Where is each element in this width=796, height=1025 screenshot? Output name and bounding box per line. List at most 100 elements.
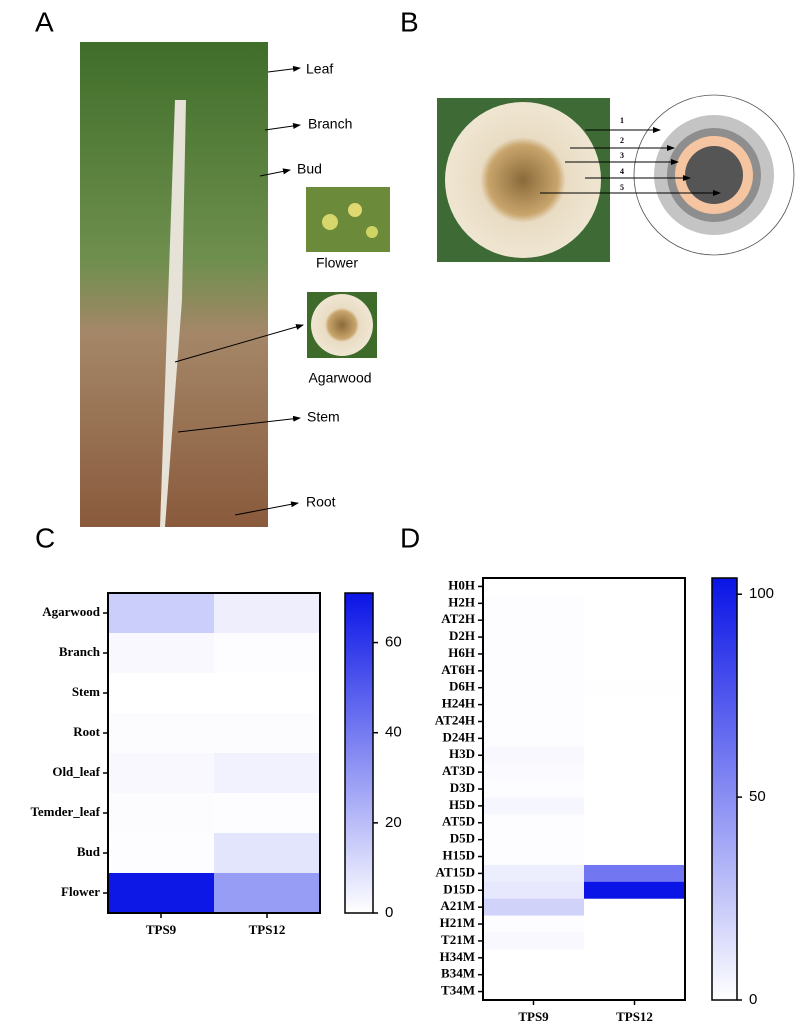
- row-label: A21M: [440, 898, 475, 913]
- heatmap-cell: [214, 793, 321, 834]
- row-label: Flower: [61, 884, 100, 899]
- row-label: H24H: [442, 696, 475, 711]
- heatmap-cell: [584, 848, 686, 865]
- row-label: H34M: [440, 949, 475, 964]
- heatmap-cell: [483, 629, 585, 646]
- heatmap-cell: [483, 865, 585, 882]
- row-label: H15D: [443, 848, 476, 863]
- column-label: TPS9: [518, 1009, 549, 1024]
- heatmap-cell: [584, 949, 686, 966]
- row-label: AT2H: [441, 611, 475, 626]
- heatmap-cell: [108, 713, 215, 754]
- row-label: Stem: [72, 684, 100, 699]
- heatmap-cell: [584, 797, 686, 814]
- row-label: H5D: [449, 797, 475, 812]
- heatmap-cell: [483, 730, 585, 747]
- column-label: TPS9: [146, 922, 177, 937]
- row-label: Bud: [77, 844, 101, 859]
- heatmap-cell: [584, 730, 686, 747]
- annotation: Flower: [316, 255, 358, 271]
- panel-label: A: [35, 6, 54, 37]
- panel-label: B: [400, 6, 419, 37]
- annotation: Stem: [307, 409, 340, 425]
- row-label: H3D: [449, 746, 475, 761]
- heatmap-cell: [483, 747, 585, 764]
- heatmap-cell: [214, 633, 321, 674]
- heatmap-cell: [214, 833, 321, 874]
- heatmap-cell: [483, 797, 585, 814]
- colorbar-tick-label: 100: [749, 585, 774, 602]
- heatmap-cell: [584, 781, 686, 798]
- colorbar-tick-label: 0: [385, 904, 393, 921]
- heatmap-cell: [108, 633, 215, 674]
- heatmap-cell: [483, 932, 585, 949]
- heatmap-cell: [483, 966, 585, 983]
- row-label: D24H: [443, 729, 476, 744]
- heatmap-cell: [584, 646, 686, 663]
- row-label: Temder_leaf: [30, 804, 100, 819]
- heatmap-cell: [483, 662, 585, 679]
- heatmap-cell: [108, 673, 215, 714]
- row-label: AT15D: [436, 864, 475, 879]
- ring-number: 4: [620, 167, 624, 176]
- row-label: H21M: [440, 915, 475, 930]
- heatmap-cell: [214, 673, 321, 714]
- row-label: D5D: [450, 831, 475, 846]
- heatmap-cell: [483, 848, 585, 865]
- colorbar-tick-label: 50: [749, 788, 766, 805]
- row-label: D6H: [449, 679, 475, 694]
- heatmap-cell: [584, 983, 686, 1000]
- row-label: Agarwood: [42, 604, 101, 619]
- heatmap-cell: [108, 593, 215, 634]
- colorbar: [345, 593, 373, 913]
- ring: [685, 146, 743, 204]
- row-label: AT3D: [442, 763, 475, 778]
- heatmap-cell: [483, 646, 585, 663]
- row-label: D3D: [450, 780, 475, 795]
- figure: ABCDLeafBranchBudFlowerAgarwoodStemRoot1…: [0, 0, 796, 1025]
- ring-number: 3: [620, 151, 624, 160]
- colorbar: [712, 578, 737, 1000]
- heatmap-cell: [483, 781, 585, 798]
- row-label: T21M: [441, 932, 475, 947]
- row-label: D2H: [449, 628, 475, 643]
- ring-number: 1: [620, 116, 624, 125]
- heatmap-cell: [584, 713, 686, 730]
- cross-section: [445, 102, 601, 258]
- heatmap-cell: [483, 814, 585, 831]
- heatmap-cell: [483, 764, 585, 781]
- annotation: Root: [306, 494, 336, 510]
- ring-number: 5: [620, 183, 624, 192]
- heatmap-cell: [483, 578, 585, 595]
- heatmap-cell: [483, 949, 585, 966]
- heatmap-cell: [483, 899, 585, 916]
- column-label: TPS12: [616, 1009, 653, 1024]
- heatmap-cell: [483, 916, 585, 933]
- heatmap-cell: [483, 882, 585, 899]
- row-label: H6H: [448, 645, 475, 660]
- row-label: AT5D: [442, 814, 475, 829]
- heatmap-cell: [584, 916, 686, 933]
- heatmap-cell: [584, 865, 686, 882]
- heatmap-cell: [584, 831, 686, 848]
- heatmap-cell: [483, 595, 585, 612]
- colorbar-tick-label: 20: [385, 814, 402, 831]
- row-label: T34M: [441, 983, 475, 998]
- heatmap-cell: [584, 578, 686, 595]
- annotation: Leaf: [306, 61, 333, 77]
- heatmap-cell: [483, 679, 585, 696]
- heatmap-cell: [584, 629, 686, 646]
- row-label: B34M: [441, 966, 475, 981]
- heatmap-cell: [584, 612, 686, 629]
- heatmap-cell: [584, 662, 686, 679]
- flower-photo: [306, 187, 390, 252]
- heatmap-cell: [483, 713, 585, 730]
- arrow: [268, 68, 300, 72]
- row-label: H0H: [448, 577, 475, 592]
- heatmap-cell: [584, 932, 686, 949]
- row-label: Branch: [59, 644, 101, 659]
- heatmap-cell: [214, 873, 321, 914]
- colorbar-tick-label: 60: [385, 634, 402, 651]
- column-label: TPS12: [249, 922, 286, 937]
- panel-label: D: [400, 522, 420, 553]
